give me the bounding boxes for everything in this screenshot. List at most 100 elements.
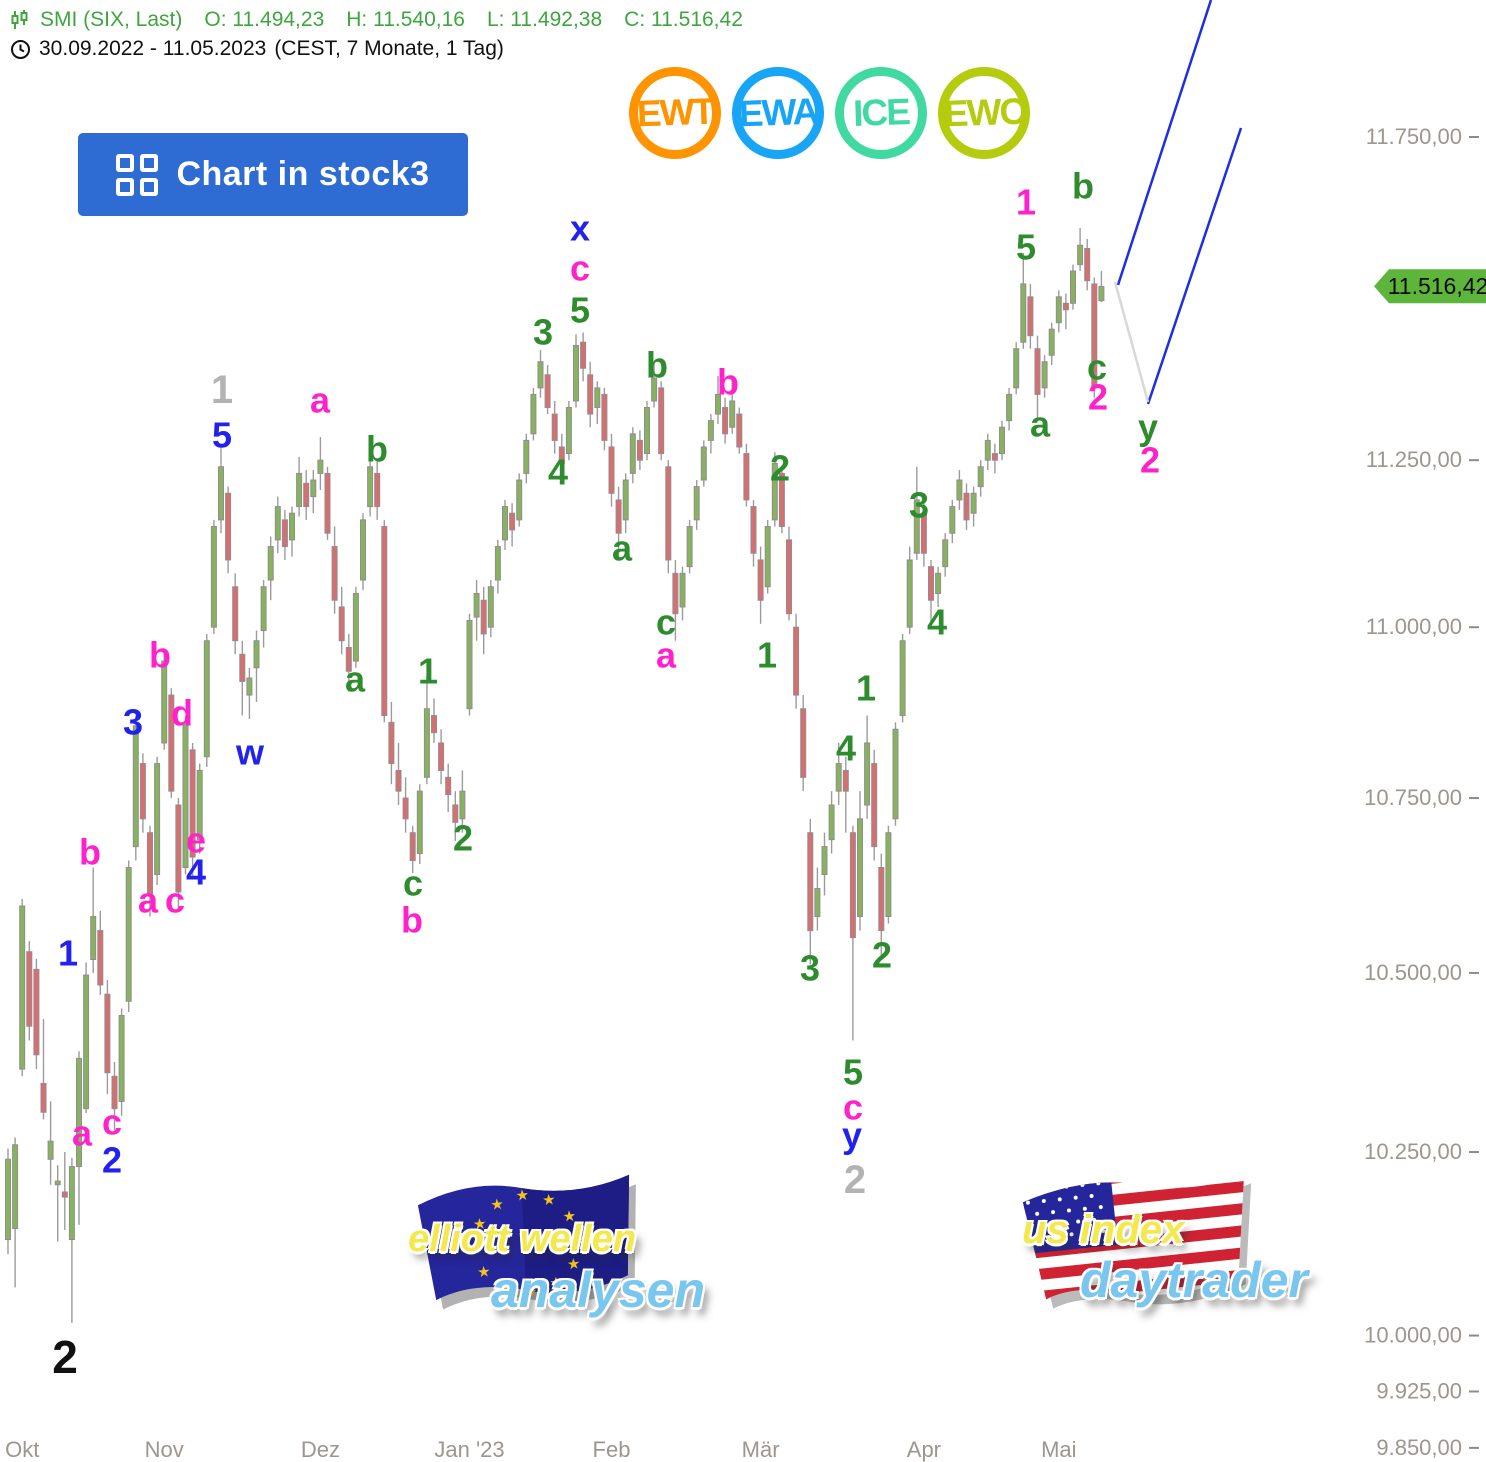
candle-body xyxy=(679,572,686,608)
wave-label: 1 xyxy=(1016,182,1036,223)
candle-body xyxy=(54,1180,61,1186)
candle-body xyxy=(90,916,97,961)
candle-body xyxy=(615,499,622,534)
candle-body xyxy=(246,677,253,696)
candle-body xyxy=(608,446,615,494)
candle-body xyxy=(594,387,601,409)
wave-label: d xyxy=(171,693,193,734)
candle-body xyxy=(906,559,913,628)
candle-body xyxy=(423,708,430,778)
chart-in-stock3-button[interactable]: Chart in stock3 xyxy=(78,133,468,216)
wave-label: 1 xyxy=(58,933,78,974)
candle-body xyxy=(871,763,878,848)
logo-text-elliott-wellen: elliott wellen xyxy=(408,1218,637,1260)
wave-label: 1 xyxy=(757,635,777,676)
candle-body xyxy=(196,769,203,841)
candle-body xyxy=(175,804,182,893)
candle-body xyxy=(1098,286,1105,302)
x-axis-month-label: Mai xyxy=(1041,1437,1076,1462)
candle-body xyxy=(935,572,942,594)
wave-label: a xyxy=(656,635,677,676)
wave-label: 2 xyxy=(102,1140,122,1181)
elliott-wellen-analysen-logo: ★ ★ ★ ★ ★ ★ ★ ★ ★ ★ ★ ★ elliott wellen analysen xyxy=(396,1166,705,1331)
candle-body xyxy=(999,426,1005,455)
wave-label: w xyxy=(235,732,265,773)
wave-label: 2 xyxy=(770,448,790,489)
low-value: L: 11.492,38 xyxy=(486,8,603,31)
candle-body xyxy=(487,586,494,628)
wave-label: 3 xyxy=(123,702,143,743)
chart-header: SMI (SIX, Last) O: 11.494,23 H: 11.540,1… xyxy=(10,6,757,63)
candle-body xyxy=(842,769,849,792)
candle-body xyxy=(1091,283,1098,389)
logo-text-analysen: analysen xyxy=(491,1262,706,1318)
wave-label: 2 xyxy=(1088,377,1108,418)
wave-label: a xyxy=(1030,404,1051,445)
candle-body xyxy=(125,867,132,1002)
candle-body xyxy=(324,472,331,534)
svg-text:★: ★ xyxy=(476,1262,491,1281)
candle-body xyxy=(736,413,743,448)
svg-text:★: ★ xyxy=(562,1207,577,1226)
candle-body xyxy=(26,951,33,1027)
projection-path xyxy=(1113,281,1150,403)
candle-body xyxy=(1055,296,1062,324)
candle-body xyxy=(970,492,977,514)
candle-body xyxy=(331,546,338,601)
svg-text:★: ★ xyxy=(541,1190,556,1209)
candle-body xyxy=(828,804,835,841)
wave-label: 1 xyxy=(211,368,233,412)
candle-body xyxy=(260,586,267,632)
badge-ewt-label: EWT xyxy=(636,90,714,135)
candle-body xyxy=(19,905,26,1070)
wave-label: c xyxy=(843,1087,863,1128)
candle-body xyxy=(253,640,260,669)
candle-body xyxy=(1034,348,1041,395)
candle-body xyxy=(189,749,196,858)
candle-body xyxy=(516,479,523,521)
candle-body xyxy=(920,512,927,554)
candle-body xyxy=(565,407,572,455)
x-axis-month-label: Nov xyxy=(145,1437,184,1462)
candle-body xyxy=(715,393,721,415)
candle-body xyxy=(729,400,736,428)
candle-body xyxy=(480,599,487,635)
x-axis-month-label: Feb xyxy=(593,1437,631,1462)
candle-body xyxy=(530,393,537,435)
date-range-line: 30.09.2022 - 11.05.2023 (CEST, 7 Monate,… xyxy=(10,35,757,63)
candle-body xyxy=(778,472,785,528)
candle-body xyxy=(274,506,281,541)
candle-body xyxy=(459,790,466,820)
candle-body xyxy=(587,374,594,415)
wave-label: b xyxy=(79,832,101,873)
candle-body xyxy=(225,492,232,561)
candle-body xyxy=(473,592,480,618)
wave-label: a xyxy=(310,380,331,421)
x-axis-month-label: Okt xyxy=(5,1437,39,1462)
candle-body xyxy=(636,439,643,461)
candle-body xyxy=(849,832,856,939)
wave-label: y xyxy=(1138,407,1158,448)
candle-body xyxy=(40,1082,47,1113)
y-axis-label: 9.925,00 xyxy=(1376,1378,1462,1403)
candle-body xyxy=(338,606,345,642)
candlestick-chart-icon xyxy=(11,10,28,29)
candle-body xyxy=(544,374,551,409)
candle-body xyxy=(203,640,210,758)
svg-text:★: ★ xyxy=(515,1186,530,1205)
wave-label: 3 xyxy=(533,312,553,353)
badge-ewc-label: EWC xyxy=(943,90,1025,135)
candle-body xyxy=(139,763,146,820)
candle-body xyxy=(381,526,388,717)
candle-body xyxy=(161,660,168,744)
last-price-value: 11.516,42 xyxy=(1388,273,1486,299)
candle-body xyxy=(984,439,991,461)
high-value: H: 11.540,16 xyxy=(346,8,465,31)
candle-body xyxy=(580,341,587,369)
y-axis-label: 11.750,00 xyxy=(1366,124,1462,149)
candle-body xyxy=(693,486,700,521)
candlestick-series xyxy=(5,228,1105,1323)
candle-body xyxy=(509,512,516,531)
